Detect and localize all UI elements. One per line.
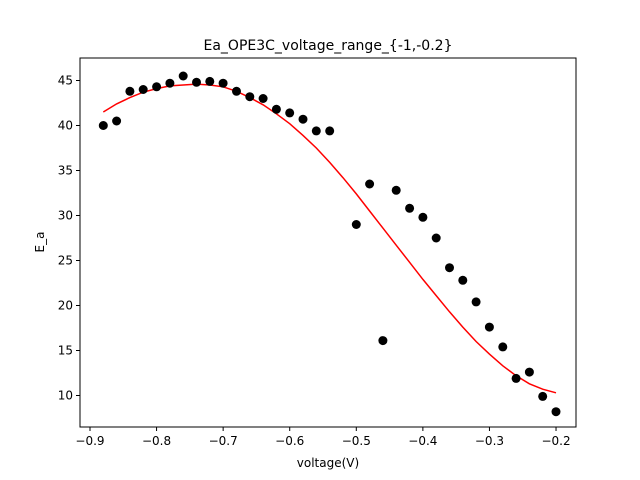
data-point bbox=[405, 203, 415, 213]
data-point bbox=[458, 275, 468, 285]
plot-area bbox=[98, 71, 561, 417]
y-tick-label: 40 bbox=[58, 119, 73, 133]
data-point bbox=[325, 126, 335, 136]
data-point bbox=[484, 322, 494, 332]
data-point bbox=[391, 185, 401, 195]
x-axis-label: voltage(V) bbox=[297, 456, 359, 470]
x-tick-label: −0.6 bbox=[275, 434, 304, 448]
data-point bbox=[471, 297, 481, 307]
x-tick-label: −0.5 bbox=[342, 434, 371, 448]
data-point bbox=[538, 391, 548, 401]
data-point bbox=[205, 76, 215, 86]
x-tick-label: −0.3 bbox=[475, 434, 504, 448]
y-tick-label: 25 bbox=[58, 254, 73, 268]
y-axis-ticks: 10 15 20 25 30 35 40 45 bbox=[58, 74, 80, 403]
data-point bbox=[524, 367, 534, 377]
data-point bbox=[218, 78, 228, 88]
data-point bbox=[445, 263, 454, 273]
data-point bbox=[285, 108, 295, 118]
y-tick-label: 10 bbox=[58, 389, 73, 403]
x-axis-ticks: −0.9 −0.8 −0.7 −0.6 −0.5 −0.4 −0.3 −0.2 bbox=[75, 427, 571, 448]
data-point bbox=[152, 82, 162, 92]
data-point bbox=[271, 104, 281, 114]
data-point bbox=[178, 71, 188, 81]
data-point bbox=[98, 121, 108, 130]
data-point bbox=[112, 116, 122, 126]
x-tick-label: −0.9 bbox=[75, 434, 104, 448]
chart-title: Ea_OPE3C_voltage_range_{-1,-0.2} bbox=[204, 38, 453, 54]
data-point bbox=[551, 407, 561, 417]
x-tick-label: −0.8 bbox=[142, 434, 171, 448]
data-point bbox=[498, 342, 508, 352]
y-axis-label: E_a bbox=[33, 232, 47, 253]
data-point bbox=[431, 233, 441, 243]
y-tick-label: 45 bbox=[58, 74, 73, 88]
data-point bbox=[311, 126, 321, 136]
data-point bbox=[138, 85, 148, 94]
data-point bbox=[511, 373, 521, 383]
data-point bbox=[418, 212, 428, 222]
axes-frame bbox=[79, 57, 577, 428]
x-tick-label: −0.4 bbox=[408, 434, 437, 448]
data-point bbox=[378, 336, 388, 346]
x-tick-label: −0.2 bbox=[541, 434, 570, 448]
data-point bbox=[232, 86, 241, 96]
y-tick-label: 20 bbox=[58, 299, 73, 313]
x-tick-label: −0.7 bbox=[209, 434, 238, 448]
data-point bbox=[125, 86, 135, 96]
data-point bbox=[365, 179, 375, 189]
data-point bbox=[351, 220, 361, 229]
data-point bbox=[165, 78, 175, 88]
y-tick-label: 15 bbox=[58, 344, 73, 358]
y-tick-label: 35 bbox=[58, 164, 73, 178]
data-point bbox=[245, 92, 255, 102]
fit-line bbox=[102, 83, 557, 394]
data-point bbox=[192, 77, 201, 87]
data-point bbox=[258, 94, 268, 103]
y-tick-label: 30 bbox=[58, 209, 73, 223]
data-point bbox=[298, 114, 308, 124]
